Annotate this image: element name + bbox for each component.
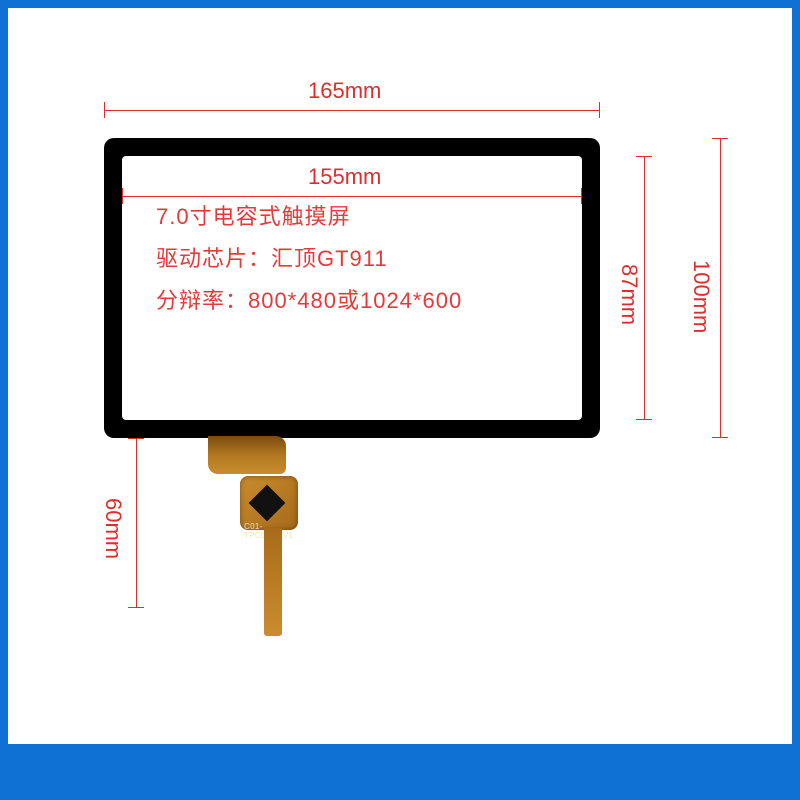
dim-tick: [104, 102, 105, 118]
footer-right-text: 现货供应 支持定制 售后无忧 只换不修: [592, 698, 768, 743]
dim-line-inner-height: [644, 156, 645, 420]
footer-bar: 源头厂家 现货供应 支持定制 售后无忧 只换不修: [8, 696, 792, 744]
dim-tick: [636, 156, 652, 157]
dim-tick: [712, 138, 728, 139]
dim-tick: [128, 438, 144, 439]
spec-line-1: 7.0寸电容式触摸屏: [156, 196, 462, 238]
spec-line-3: 分辩率：800*480或1024*600: [156, 280, 462, 322]
footer-left-text: 源头厂家: [32, 703, 136, 738]
cable-tail: [264, 528, 282, 636]
dim-tick: [122, 188, 123, 204]
dim-line-inner-width: [122, 196, 582, 197]
dim-tick: [128, 607, 144, 608]
spec-text: 7.0寸电容式触摸屏 驱动芯片：汇顶GT911 分辩率：800*480或1024…: [156, 196, 462, 321]
diagram-stage: 165mm 7.0寸电容式触摸屏 驱动芯片：汇顶GT911 分辩率：800*48…: [8, 8, 792, 744]
spec-line-2: 驱动芯片：汇顶GT911: [156, 238, 462, 280]
cable-neck: [208, 436, 286, 474]
dim-tick: [599, 102, 600, 118]
outer-frame: 165mm 7.0寸电容式触摸屏 驱动芯片：汇顶GT911 分辩率：800*48…: [0, 0, 800, 800]
cable-pcb: C01-TPC0708-V1: [240, 476, 298, 530]
dim-label-outer-height: 100mm: [688, 260, 714, 333]
flex-cable: C01-TPC0708-V1: [208, 436, 348, 636]
dim-label-inner-height: 87mm: [616, 264, 642, 325]
dim-line-outer-width: [104, 110, 600, 111]
dim-label-inner-width: 155mm: [308, 164, 381, 190]
dim-label-outer-width: 165mm: [308, 78, 381, 104]
dim-tick: [712, 437, 728, 438]
footer-right-line-2: 售后无忧 只换不修: [592, 720, 768, 743]
dim-tick: [636, 419, 652, 420]
dim-line-outer-height: [720, 138, 721, 438]
footer-right-line-1: 现货供应 支持定制: [592, 698, 768, 721]
dim-label-cable-length: 60mm: [100, 498, 126, 559]
dim-line-cable-length: [136, 438, 137, 608]
dim-tick: [581, 188, 582, 204]
